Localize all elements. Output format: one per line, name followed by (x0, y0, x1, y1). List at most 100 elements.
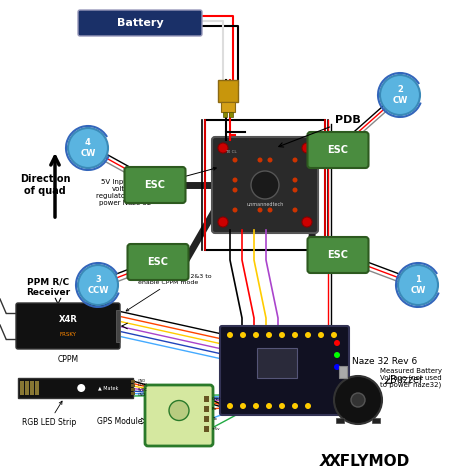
Bar (372, 418, 380, 423)
Circle shape (233, 208, 237, 212)
Circle shape (240, 332, 246, 338)
Circle shape (292, 157, 298, 163)
Text: FRSKY: FRSKY (60, 332, 76, 337)
Circle shape (351, 393, 365, 407)
Circle shape (334, 340, 340, 346)
Circle shape (334, 376, 382, 424)
Bar (30, 381, 34, 395)
Circle shape (257, 177, 263, 182)
Text: PPM R/C
Receiver: PPM R/C Receiver (26, 278, 70, 297)
Text: GND: GND (138, 392, 146, 396)
Bar (257, 348, 297, 378)
FancyBboxPatch shape (125, 167, 185, 203)
Circle shape (266, 403, 272, 409)
Text: Naze 32 Rev 6: Naze 32 Rev 6 (352, 357, 417, 366)
Circle shape (68, 128, 108, 168)
Circle shape (318, 332, 324, 338)
Text: PDB: PDB (279, 115, 361, 147)
Circle shape (305, 332, 311, 338)
Circle shape (227, 403, 233, 409)
FancyBboxPatch shape (145, 385, 213, 446)
Text: Measured Battery
Voltage (not used
to power naze32): Measured Battery Voltage (not used to po… (380, 367, 442, 389)
Text: Direction
of quad: Direction of quad (20, 174, 70, 196)
FancyBboxPatch shape (308, 237, 368, 273)
Text: ESC: ESC (145, 180, 165, 190)
Circle shape (251, 171, 279, 199)
Circle shape (78, 265, 118, 305)
Circle shape (257, 188, 263, 192)
Circle shape (233, 177, 237, 182)
Bar (221, 102, 235, 112)
Text: XFLYMOD: XFLYMOD (329, 455, 410, 470)
FancyBboxPatch shape (308, 132, 368, 168)
Text: +5v: +5v (212, 427, 220, 431)
Text: GND: GND (212, 397, 221, 401)
Bar (35, 381, 39, 395)
Circle shape (292, 332, 298, 338)
Circle shape (302, 217, 312, 227)
Text: TX CL: TX CL (225, 150, 237, 154)
Bar (339, 365, 347, 377)
Circle shape (253, 403, 259, 409)
Bar (229, 112, 233, 117)
Bar (116, 310, 120, 342)
Circle shape (398, 265, 438, 305)
Bar (223, 112, 227, 117)
Bar (204, 426, 209, 432)
Circle shape (240, 403, 246, 409)
Bar (25, 381, 29, 395)
Circle shape (253, 332, 259, 338)
Circle shape (266, 332, 272, 338)
FancyBboxPatch shape (128, 244, 189, 280)
Circle shape (169, 401, 189, 420)
Text: DOUT: DOUT (138, 383, 148, 388)
Circle shape (218, 217, 228, 227)
Text: 3
CCW: 3 CCW (87, 275, 109, 295)
Circle shape (233, 188, 237, 192)
Circle shape (257, 208, 263, 212)
Circle shape (77, 384, 85, 392)
Text: Rx: Rx (212, 407, 218, 411)
Circle shape (218, 143, 228, 153)
Circle shape (292, 177, 298, 182)
Bar (131, 392, 135, 395)
Text: Battery: Battery (117, 18, 164, 28)
Bar (18, 378, 133, 398)
Text: Tx: Tx (212, 417, 217, 421)
Circle shape (267, 157, 273, 163)
Text: 5V Input from
voltage
regulator/BEC to
power Naze 32: 5V Input from voltage regulator/BEC to p… (96, 167, 216, 206)
Text: 1
CW: 1 CW (410, 275, 426, 295)
Bar (204, 406, 209, 412)
Circle shape (267, 208, 273, 212)
Circle shape (257, 157, 263, 163)
Circle shape (292, 403, 298, 409)
Bar (204, 396, 209, 402)
Bar (204, 416, 209, 422)
Circle shape (267, 177, 273, 182)
Circle shape (305, 403, 311, 409)
Bar (336, 418, 344, 423)
Text: GND: GND (138, 379, 146, 383)
Text: ESC: ESC (328, 145, 348, 155)
FancyBboxPatch shape (78, 10, 202, 36)
Bar (205, 120, 325, 250)
Bar (131, 380, 135, 383)
FancyBboxPatch shape (16, 303, 120, 349)
Text: Bind Plug on CH 2&3 to
enable CPPM mode: Bind Plug on CH 2&3 to enable CPPM mode (126, 274, 211, 311)
FancyBboxPatch shape (212, 137, 318, 233)
Text: 2
CW: 2 CW (392, 85, 408, 105)
Text: RGB LED Strip: RGB LED Strip (22, 401, 76, 427)
FancyBboxPatch shape (220, 326, 349, 415)
Text: X: X (320, 455, 332, 470)
Text: GPS Module: GPS Module (98, 417, 143, 426)
Circle shape (292, 188, 298, 192)
Circle shape (334, 352, 340, 358)
Circle shape (334, 364, 340, 370)
Text: Buzzer: Buzzer (390, 375, 423, 385)
Circle shape (233, 157, 237, 163)
Text: unmannedtech: unmannedtech (246, 202, 283, 207)
Text: ▲ Matek: ▲ Matek (99, 385, 119, 391)
Circle shape (279, 403, 285, 409)
Bar (131, 384, 135, 387)
Text: X4R: X4R (59, 315, 77, 324)
